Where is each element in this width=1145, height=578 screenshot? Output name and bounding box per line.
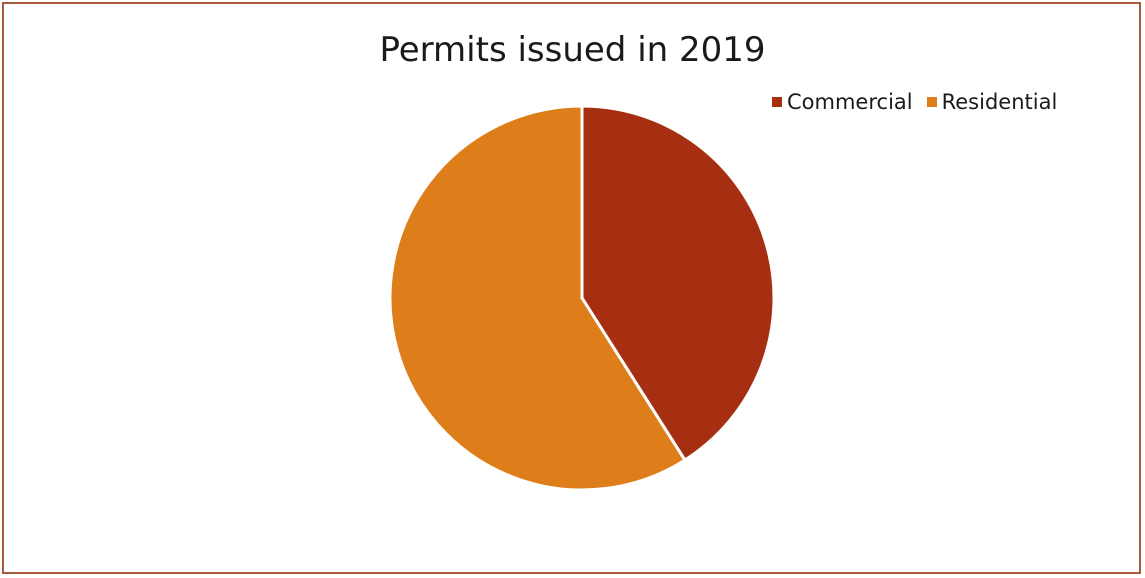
pie-slice-residential — [388, 104, 687, 492]
legend-entry-residential: Residential — [926, 90, 1058, 114]
legend-label-commercial: Commercial — [787, 90, 913, 114]
legend: Commercial Residential — [772, 90, 1071, 114]
legend-swatch-residential — [926, 97, 937, 107]
chart-title: Permits issued in 2019 — [379, 30, 766, 70]
legend-swatch-commercial — [772, 97, 782, 107]
legend-entry-commercial: Commercial — [772, 90, 913, 114]
legend-label-residential: Residential — [941, 90, 1058, 114]
